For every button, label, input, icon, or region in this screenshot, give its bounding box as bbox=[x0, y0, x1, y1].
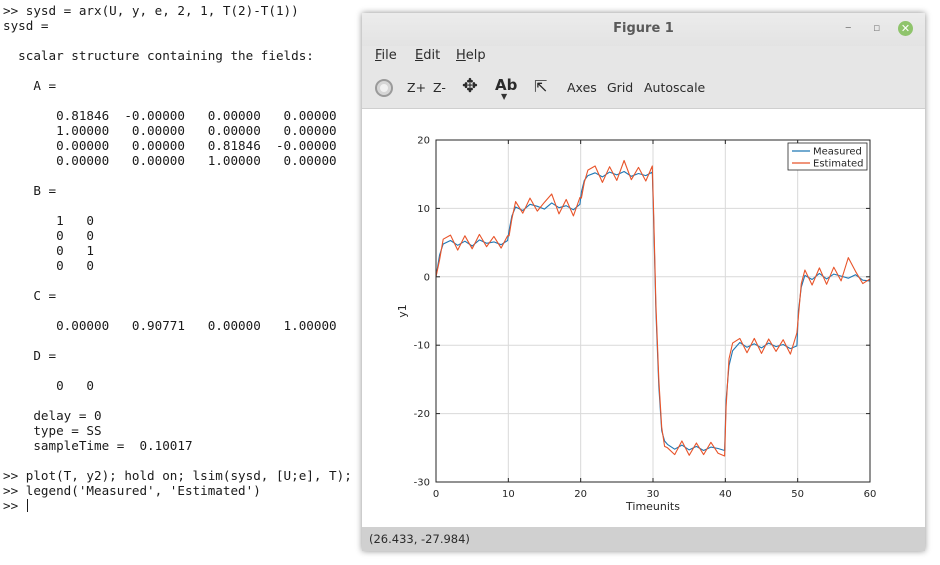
terminal-line: 0.00000 0.00000 1.00000 0.00000 bbox=[3, 153, 337, 168]
terminal-line: C = bbox=[3, 288, 57, 303]
y-tick-label: 10 bbox=[417, 204, 430, 215]
x-tick-label: 10 bbox=[502, 489, 515, 500]
minimize-button[interactable]: – bbox=[845, 20, 852, 35]
autoscale-button[interactable]: Autoscale bbox=[644, 80, 706, 95]
terminal-line: 0 0 bbox=[3, 228, 94, 243]
terminal-line bbox=[3, 198, 362, 213]
y-tick-label: -10 bbox=[414, 341, 430, 352]
terminal-line: B = bbox=[3, 183, 57, 198]
pan-icon[interactable]: ✥ bbox=[462, 75, 478, 97]
legend-entry: Estimated bbox=[813, 159, 864, 170]
terminal-line: 1 0 bbox=[3, 213, 94, 228]
cursor-coordinates: (26.433, -27.984) bbox=[369, 532, 470, 546]
terminal-line bbox=[3, 303, 362, 318]
y-tick-label: -30 bbox=[414, 478, 430, 489]
text-tool-button[interactable]: Ab bbox=[495, 76, 518, 94]
terminal-line: 0.00000 0.00000 0.81846 -0.00000 bbox=[3, 138, 337, 153]
menu-help[interactable]: Help bbox=[456, 48, 486, 63]
zoom-out-button[interactable]: Z- bbox=[433, 80, 446, 95]
menu-file[interactable]: File bbox=[375, 48, 397, 63]
x-tick-label: 20 bbox=[574, 489, 587, 500]
terminal-line bbox=[3, 93, 362, 108]
terminal-line: 0 0 bbox=[3, 378, 94, 393]
legend-entry: Measured bbox=[813, 147, 862, 158]
y-tick-label: 0 bbox=[424, 272, 430, 283]
terminal-line: 0.81846 -0.00000 0.00000 0.00000 bbox=[3, 108, 337, 123]
menu-bar: File Edit Help bbox=[362, 46, 925, 70]
x-tick-label: 40 bbox=[719, 489, 732, 500]
terminal-line bbox=[3, 453, 362, 468]
line-chart[interactable]: 0 10 20 30 40 50 60 20 10 0 -10 -20 -30 Timeunits y1 Me… bbox=[362, 109, 925, 523]
terminal-line: sampleTime = 0.10017 bbox=[3, 438, 193, 453]
x-tick-label: 0 bbox=[433, 489, 439, 500]
terminal-line: 0 1 bbox=[3, 243, 94, 258]
window-title: Figure 1 bbox=[613, 21, 674, 36]
terminal-line: delay = 0 bbox=[3, 408, 102, 423]
rotate-icon[interactable] bbox=[375, 79, 393, 97]
status-bar: (26.433, -27.984) bbox=[362, 527, 925, 551]
title-bar[interactable]: Figure 1 – ▫ ✕ bbox=[362, 13, 925, 46]
select-pointer-icon[interactable]: ⇱ bbox=[534, 77, 548, 96]
terminal-line bbox=[3, 333, 362, 348]
terminal-line: >> legend('Measured', 'Estimated') bbox=[3, 483, 261, 498]
terminal-line bbox=[3, 273, 362, 288]
x-tick-label: 60 bbox=[864, 489, 877, 500]
y-axis-label: y1 bbox=[396, 304, 409, 318]
terminal-line bbox=[3, 33, 362, 48]
x-tick-label: 30 bbox=[647, 489, 660, 500]
toolbar: Z+ Z- ✥ Ab ▼ ⇱ Axes Grid Autoscale bbox=[362, 70, 925, 109]
zoom-in-button[interactable]: Z+ bbox=[407, 80, 427, 95]
terminal-line: 0 0 bbox=[3, 258, 94, 273]
terminal-line: >> sysd = arx(U, y, e, 2, 1, T(2)-T(1)) bbox=[3, 3, 299, 18]
plot-area[interactable]: 0 10 20 30 40 50 60 20 10 0 -10 -20 -30 Timeunits y1 Me… bbox=[362, 109, 925, 523]
terminal-line bbox=[3, 63, 362, 78]
x-tick-label: 50 bbox=[791, 489, 804, 500]
x-axis-label: Timeunits bbox=[625, 500, 680, 513]
chevron-down-icon: ▼ bbox=[501, 92, 508, 101]
terminal-line: type = SS bbox=[3, 423, 102, 438]
axes-button[interactable]: Axes bbox=[567, 80, 597, 95]
maximize-button[interactable]: ▫ bbox=[873, 21, 881, 34]
terminal-line bbox=[3, 393, 362, 408]
terminal-line bbox=[3, 363, 362, 378]
legend-box bbox=[787, 142, 868, 171]
terminal-line bbox=[3, 168, 362, 183]
grid-button[interactable]: Grid bbox=[607, 80, 634, 95]
figure-window[interactable]: Figure 1 – ▫ ✕ File Edit Help Z+ Z- ✥ Ab… bbox=[362, 13, 925, 551]
terminal-line: A = bbox=[3, 78, 57, 93]
terminal-line: 0.00000 0.90771 0.00000 1.00000 bbox=[3, 318, 337, 333]
y-tick-label: -20 bbox=[414, 409, 430, 420]
terminal-line: scalar structure containing the fields: bbox=[3, 48, 314, 63]
terminal-line: >> plot(T, y2); hold on; lsim(sysd, [U;e… bbox=[3, 468, 352, 483]
terminal-line: D = bbox=[3, 348, 57, 363]
series-line-estimated bbox=[435, 159, 871, 457]
terminal-line: 1.00000 0.00000 0.00000 0.00000 bbox=[3, 123, 337, 138]
menu-edit[interactable]: Edit bbox=[415, 48, 441, 63]
close-button[interactable]: ✕ bbox=[898, 21, 913, 36]
command-prompt[interactable]: >> bbox=[3, 498, 362, 513]
terminal-output[interactable]: >> sysd = arx(U, y, e, 2, 1, T(2)-T(1)) s… bbox=[0, 0, 362, 565]
terminal-line: sysd = bbox=[3, 18, 49, 33]
terminal-text: >> sysd = arx(U, y, e, 2, 1, T(2)-T(1)) s… bbox=[0, 0, 362, 513]
y-tick-label: 20 bbox=[417, 136, 430, 147]
